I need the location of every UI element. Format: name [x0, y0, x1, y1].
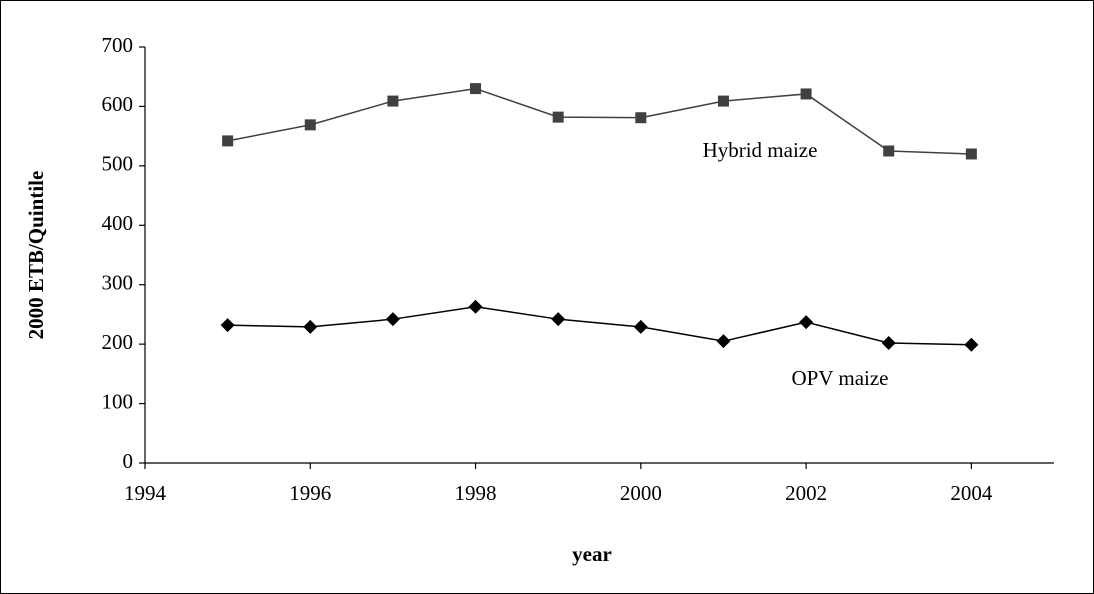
- marker: [881, 335, 896, 350]
- x-tick-label: 2004: [950, 481, 993, 505]
- x-tick-label: 2000: [620, 481, 662, 505]
- x-tick-label: 1994: [124, 481, 167, 505]
- marker: [551, 312, 566, 327]
- x-tick-label: 1998: [455, 481, 497, 505]
- series-annotation: Hybrid maize: [703, 138, 818, 162]
- marker: [800, 88, 812, 100]
- y-tick-label: 700: [102, 33, 134, 57]
- marker: [468, 299, 483, 314]
- marker: [716, 334, 731, 349]
- y-tick-label: 100: [102, 389, 134, 413]
- marker: [717, 95, 729, 107]
- marker: [387, 95, 399, 107]
- y-tick-label: 600: [102, 92, 134, 116]
- marker: [964, 337, 979, 352]
- marker: [222, 135, 234, 147]
- marker: [552, 111, 564, 123]
- marker: [220, 318, 235, 333]
- y-tick-label: 200: [102, 330, 134, 354]
- y-tick-label: 300: [102, 271, 134, 295]
- marker: [635, 112, 647, 124]
- y-tick-label: 400: [102, 211, 134, 235]
- marker: [965, 148, 977, 160]
- marker: [633, 319, 648, 334]
- y-tick-label: 500: [102, 152, 134, 176]
- series-annotation: OPV maize: [791, 366, 888, 390]
- marker: [304, 119, 316, 131]
- series-line: [227, 87, 972, 155]
- marker: [799, 315, 814, 330]
- series-line: [227, 305, 972, 346]
- marker: [385, 312, 400, 327]
- marker: [303, 319, 318, 334]
- y-tick-label: 0: [123, 449, 134, 473]
- y-axis-label: 2000 ETB/Quintile: [24, 171, 48, 340]
- marker: [470, 83, 482, 95]
- x-tick-label: 2002: [785, 481, 827, 505]
- x-tick-label: 1996: [289, 481, 331, 505]
- x-axis-label: year: [572, 542, 612, 566]
- marker: [883, 145, 895, 157]
